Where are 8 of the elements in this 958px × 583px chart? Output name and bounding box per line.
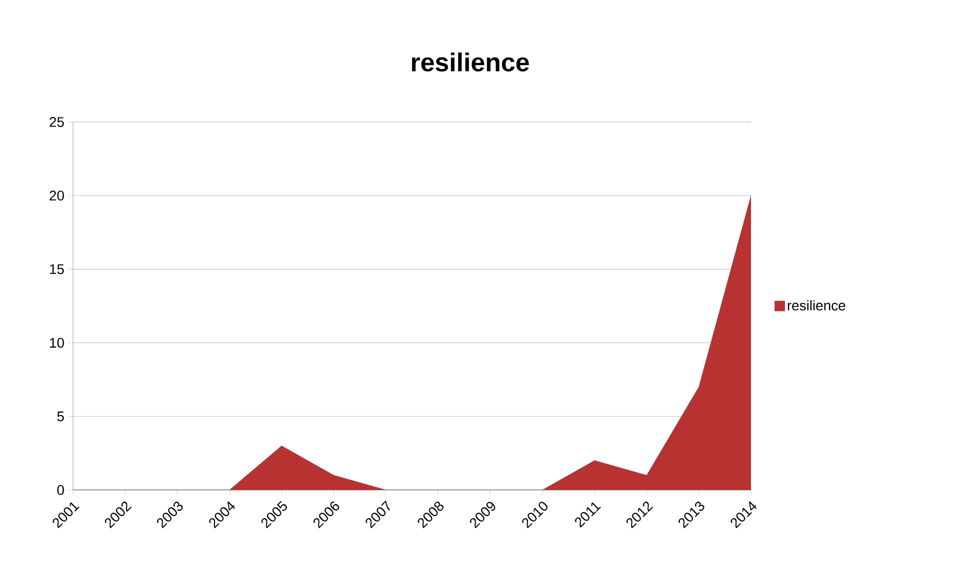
y-tick-label: 20 (50, 190, 64, 201)
y-tick-label: 5 (57, 412, 64, 422)
y-tick-label: 25 (50, 117, 64, 127)
chart-title: resilience (412, 52, 529, 72)
legend-label: resilience (788, 300, 846, 310)
y-tick-label: 10 (50, 338, 64, 348)
y-tick-label: 15 (50, 264, 64, 274)
y-tick-label: 0 (57, 485, 64, 495)
